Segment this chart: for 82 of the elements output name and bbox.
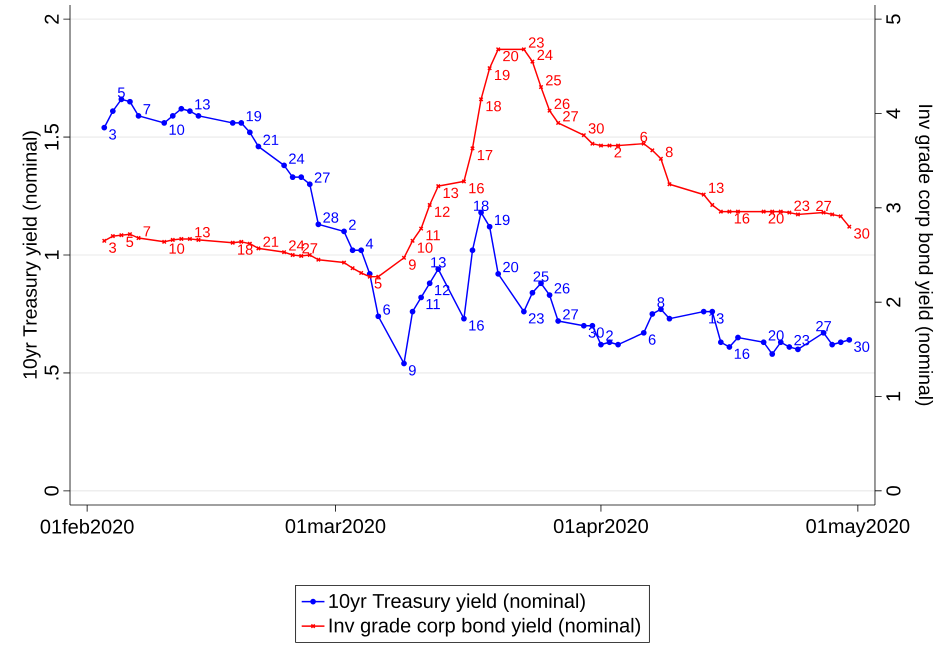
annotation: 3 xyxy=(109,129,116,140)
annotation: 13 xyxy=(195,99,210,110)
y2-tick-label: 1 xyxy=(886,392,900,401)
legend-label: Inv grade corp bond yield (nominal) xyxy=(330,618,640,637)
annotation: 30 xyxy=(854,228,870,239)
annotation: 13 xyxy=(195,226,210,238)
annotation: 12 xyxy=(435,206,450,217)
y-tick-label: 1 xyxy=(44,250,59,260)
y-axis-title: 10yr Treasury yield (nominal) xyxy=(22,131,41,378)
annotation: 17 xyxy=(478,150,492,160)
annotation: 7 xyxy=(144,226,150,236)
annotation: 18 xyxy=(474,200,489,211)
legend-label: 10yr Treasury yield (nominal) xyxy=(329,593,585,612)
annotation: 16 xyxy=(734,348,750,359)
y2-axis-title: Inv grade corp bond yield (nominal) xyxy=(915,105,934,406)
y-tick-label: 2 xyxy=(44,14,59,24)
annotation: 9 xyxy=(408,259,416,270)
annotation: 10 xyxy=(170,243,184,254)
annotation: 30 xyxy=(588,123,604,134)
annotation: 18 xyxy=(238,244,253,255)
annotation: 20 xyxy=(768,213,784,224)
annotation: 9 xyxy=(408,365,416,376)
y2-tick-label: 4 xyxy=(886,108,900,119)
annotation: 20 xyxy=(503,262,518,272)
annotation: 27 xyxy=(563,309,578,320)
annotation: 8 xyxy=(666,146,673,158)
annotation: 18 xyxy=(486,100,501,112)
annotation: 13 xyxy=(444,188,458,198)
annotation: 4 xyxy=(366,238,374,249)
y2-tick-label: 3 xyxy=(886,203,901,213)
annotation: 6 xyxy=(383,304,390,315)
y-tick-label: 1.5 xyxy=(44,124,59,150)
annotation: 13 xyxy=(431,257,446,268)
annotation: 2 xyxy=(614,147,622,158)
annotation: 7 xyxy=(144,104,150,114)
y-tick-label: .5 xyxy=(44,365,59,380)
x-tick-label: 01feb2020 xyxy=(40,519,134,534)
x-tick-label: 01mar2020 xyxy=(286,519,386,534)
annotation: 28 xyxy=(323,212,338,223)
annotation: 20 xyxy=(503,50,518,62)
annotation: 16 xyxy=(734,213,750,224)
annotation: 2 xyxy=(349,220,356,230)
x-tick-label: 01may2020 xyxy=(806,519,910,538)
annotation: 24 xyxy=(289,240,304,251)
x-tick-label: 01apr2020 xyxy=(554,519,648,538)
annotation: 6 xyxy=(640,132,648,142)
annotation: 21 xyxy=(263,134,278,145)
annotation: 25 xyxy=(546,75,561,86)
y2-tick-label: 5 xyxy=(886,14,900,24)
annotation: 23 xyxy=(528,37,544,48)
annotation: 6 xyxy=(648,334,656,345)
annotation: 5 xyxy=(126,236,134,248)
annotation: 10 xyxy=(418,242,433,253)
annotation: 5 xyxy=(374,278,382,289)
annotation: 11 xyxy=(426,299,440,310)
annotation: 24 xyxy=(537,50,553,60)
annotation: 25 xyxy=(534,271,549,282)
annotation: 13 xyxy=(709,182,724,194)
annotation: 23 xyxy=(528,313,544,324)
annotation: 26 xyxy=(554,98,570,110)
annotation: 27 xyxy=(563,111,578,122)
annotation: 23 xyxy=(794,200,810,211)
annotation: 27 xyxy=(302,243,318,254)
annotation: 3 xyxy=(109,242,116,253)
annotation: 27 xyxy=(816,320,832,332)
annotation: 20 xyxy=(768,330,784,341)
annotation: 21 xyxy=(263,236,278,247)
annotation: 24 xyxy=(289,154,304,164)
annotation: 27 xyxy=(314,172,330,183)
annotation: 19 xyxy=(494,214,510,226)
annotation: 16 xyxy=(469,183,484,194)
annotation: 26 xyxy=(554,283,570,294)
annotation: 27 xyxy=(816,200,832,211)
annotation: 19 xyxy=(246,110,262,122)
y2-tick-label: 2 xyxy=(886,298,900,307)
annotation: 11 xyxy=(426,230,440,240)
annotation: 16 xyxy=(469,320,484,331)
annotation: 30 xyxy=(854,342,870,352)
y-tick-label: 0 xyxy=(44,486,59,496)
y2-tick-label: 0 xyxy=(886,486,901,496)
annotation: 10 xyxy=(170,124,184,135)
annotation: 19 xyxy=(494,70,510,80)
